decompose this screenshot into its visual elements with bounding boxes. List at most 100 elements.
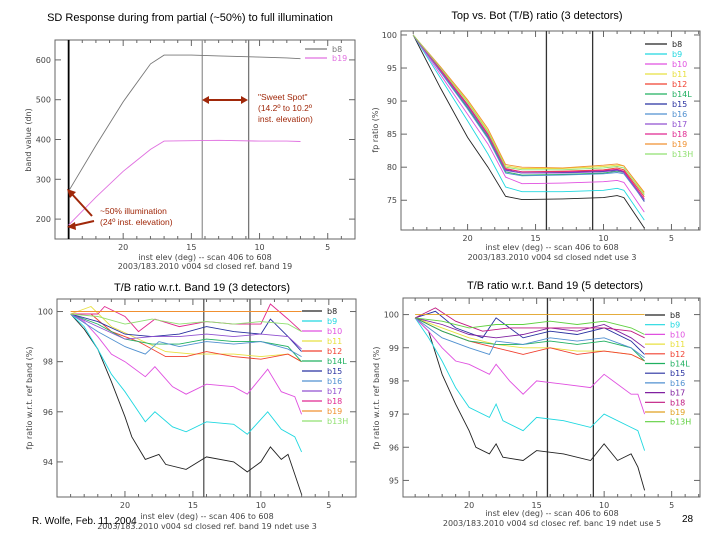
y-tick-label: 94 bbox=[43, 458, 53, 467]
legend-label-b8: b8 bbox=[670, 311, 680, 320]
y-tick-label: 99 bbox=[389, 344, 399, 353]
legend-label-b14L: b14L bbox=[672, 90, 692, 99]
sweet-spot-note: inst. elevation) bbox=[258, 114, 313, 124]
chart-title-sd-response: SD Response during from partial (~50%) t… bbox=[47, 12, 333, 24]
legend-label-b19: b19 bbox=[332, 54, 347, 63]
legend-label-b11: b11 bbox=[672, 70, 687, 79]
x-tick-label: 15 bbox=[188, 501, 198, 510]
y-tick-label: 80 bbox=[387, 163, 397, 172]
legend-label-b9: b9 bbox=[672, 50, 682, 59]
legend-label-b15: b15 bbox=[327, 367, 342, 376]
series-line-b15 bbox=[414, 310, 645, 355]
series-line-b14L bbox=[414, 317, 645, 362]
series-line-b17 bbox=[414, 317, 645, 349]
legend-label-b15: b15 bbox=[670, 369, 685, 378]
series-line-b9 bbox=[414, 317, 646, 451]
legend-label-b8: b8 bbox=[327, 307, 337, 316]
legend-label-b13H: b13H bbox=[672, 150, 693, 159]
series-line-b17 bbox=[70, 313, 302, 350]
series-line-b16 bbox=[412, 34, 645, 202]
xlabel-4: inst elev (deg) -- scan 406 to 608 bbox=[485, 509, 618, 518]
ylabel-4: fp ratio w.r.t. ref band (%) bbox=[372, 346, 381, 449]
legend-label-b10: b10 bbox=[327, 327, 342, 336]
series-line-b9 bbox=[412, 34, 645, 221]
xlabel-2: inst elev (deg) -- scan 406 to 608 bbox=[485, 243, 618, 252]
ylabel-1: band value (dn) bbox=[24, 108, 33, 171]
x-tick-label: 5 bbox=[669, 234, 674, 243]
series-line-b8 bbox=[414, 317, 646, 491]
legend-label-b18: b18 bbox=[670, 398, 685, 407]
legend-label-b11: b11 bbox=[670, 340, 685, 349]
legend-label-b10: b10 bbox=[672, 60, 687, 69]
y-tick-label: 100 bbox=[384, 311, 399, 320]
legend-label-b13H: b13H bbox=[327, 417, 348, 426]
series-line-b11 bbox=[412, 34, 645, 194]
legend-label-b19: b19 bbox=[327, 407, 342, 416]
arrow-icon bbox=[70, 192, 93, 217]
series-line-b16 bbox=[414, 317, 645, 359]
arrow-icon bbox=[71, 220, 95, 227]
x-tick-label: 20 bbox=[463, 234, 473, 243]
legend-label-b16: b16 bbox=[327, 377, 342, 386]
sweet-spot-label: "Sweet Spot" bbox=[258, 92, 308, 102]
xlabel-1: inst elev (deg) -- scan 406 to 608 bbox=[138, 253, 271, 262]
legend-label-b18: b18 bbox=[672, 130, 687, 139]
legend-label-b8: b8 bbox=[672, 40, 682, 49]
legend-label-b14L: b14L bbox=[670, 360, 690, 369]
series-line-b8 bbox=[412, 34, 645, 229]
arrow-head-icon bbox=[241, 96, 248, 104]
legend-label-b18: b18 bbox=[327, 397, 342, 406]
x-tick-label: 10 bbox=[254, 243, 264, 252]
x-tick-label: 5 bbox=[325, 243, 330, 252]
arrow-head-icon bbox=[67, 189, 76, 198]
legend-label-b12: b12 bbox=[672, 80, 687, 89]
y-tick-label: 95 bbox=[387, 64, 397, 73]
legend-label-b11: b11 bbox=[327, 337, 342, 346]
y-tick-label: 98 bbox=[43, 358, 53, 367]
series-line-b11 bbox=[70, 305, 302, 363]
y-tick-label: 500 bbox=[36, 96, 51, 105]
x-tick-label: 5 bbox=[326, 501, 331, 510]
y-tick-label: 75 bbox=[387, 196, 397, 205]
chart-title-tb-ratio-5det: T/B ratio w.r.t. Band 19 (5 detectors) bbox=[467, 280, 643, 292]
series-line-b19 bbox=[68, 139, 301, 226]
y-tick-label: 96 bbox=[43, 408, 53, 417]
series-line-b18 bbox=[412, 34, 645, 200]
illumination-label: ~50% illumination bbox=[100, 206, 167, 216]
x-tick-label: 15 bbox=[186, 243, 196, 252]
legend-label-b13H: b13H bbox=[670, 418, 691, 427]
x-tick-label: 5 bbox=[669, 501, 674, 510]
xlabel2-3: 2003/183.2010 v004 sd closed ref. band 1… bbox=[97, 522, 317, 531]
page-number: 28 bbox=[682, 514, 694, 525]
series-line-b15 bbox=[412, 34, 645, 202]
legend-label-b12: b12 bbox=[327, 347, 342, 356]
x-tick-label: 20 bbox=[464, 501, 474, 510]
y-tick-label: 98 bbox=[389, 377, 399, 386]
chart-title-tb-ratio: Top vs. Bot (T/B) ratio (3 detectors) bbox=[451, 10, 622, 22]
plot-frame bbox=[402, 297, 701, 498]
chart-title-tb-ratio-3det: T/B ratio w.r.t. Band 19 (3 detectors) bbox=[114, 282, 290, 294]
legend-label-b19: b19 bbox=[670, 408, 685, 417]
y-tick-label: 200 bbox=[36, 215, 51, 224]
x-tick-label: 10 bbox=[598, 234, 608, 243]
legend-label-b17: b17 bbox=[670, 389, 685, 398]
y-tick-label: 90 bbox=[387, 97, 397, 106]
series-line-b13H bbox=[70, 313, 302, 332]
illumination-note: (24º inst. elevation) bbox=[100, 217, 173, 227]
y-tick-label: 300 bbox=[36, 175, 51, 184]
series-line-b10 bbox=[414, 317, 646, 415]
arrow-head-icon bbox=[67, 222, 76, 230]
series-line-b13H bbox=[415, 317, 645, 335]
sweet-spot-range: (14.2º to 10.2º bbox=[258, 103, 312, 113]
legend-label-b16: b16 bbox=[670, 379, 685, 388]
legend-label-b17: b17 bbox=[672, 120, 687, 129]
series-line-b19 bbox=[412, 34, 645, 193]
legend-label-b9: b9 bbox=[327, 317, 337, 326]
legend-label-b10: b10 bbox=[670, 330, 685, 339]
x-tick-label: 15 bbox=[530, 234, 540, 243]
legend-label-b15: b15 bbox=[672, 100, 687, 109]
series-line-b10 bbox=[70, 313, 303, 415]
